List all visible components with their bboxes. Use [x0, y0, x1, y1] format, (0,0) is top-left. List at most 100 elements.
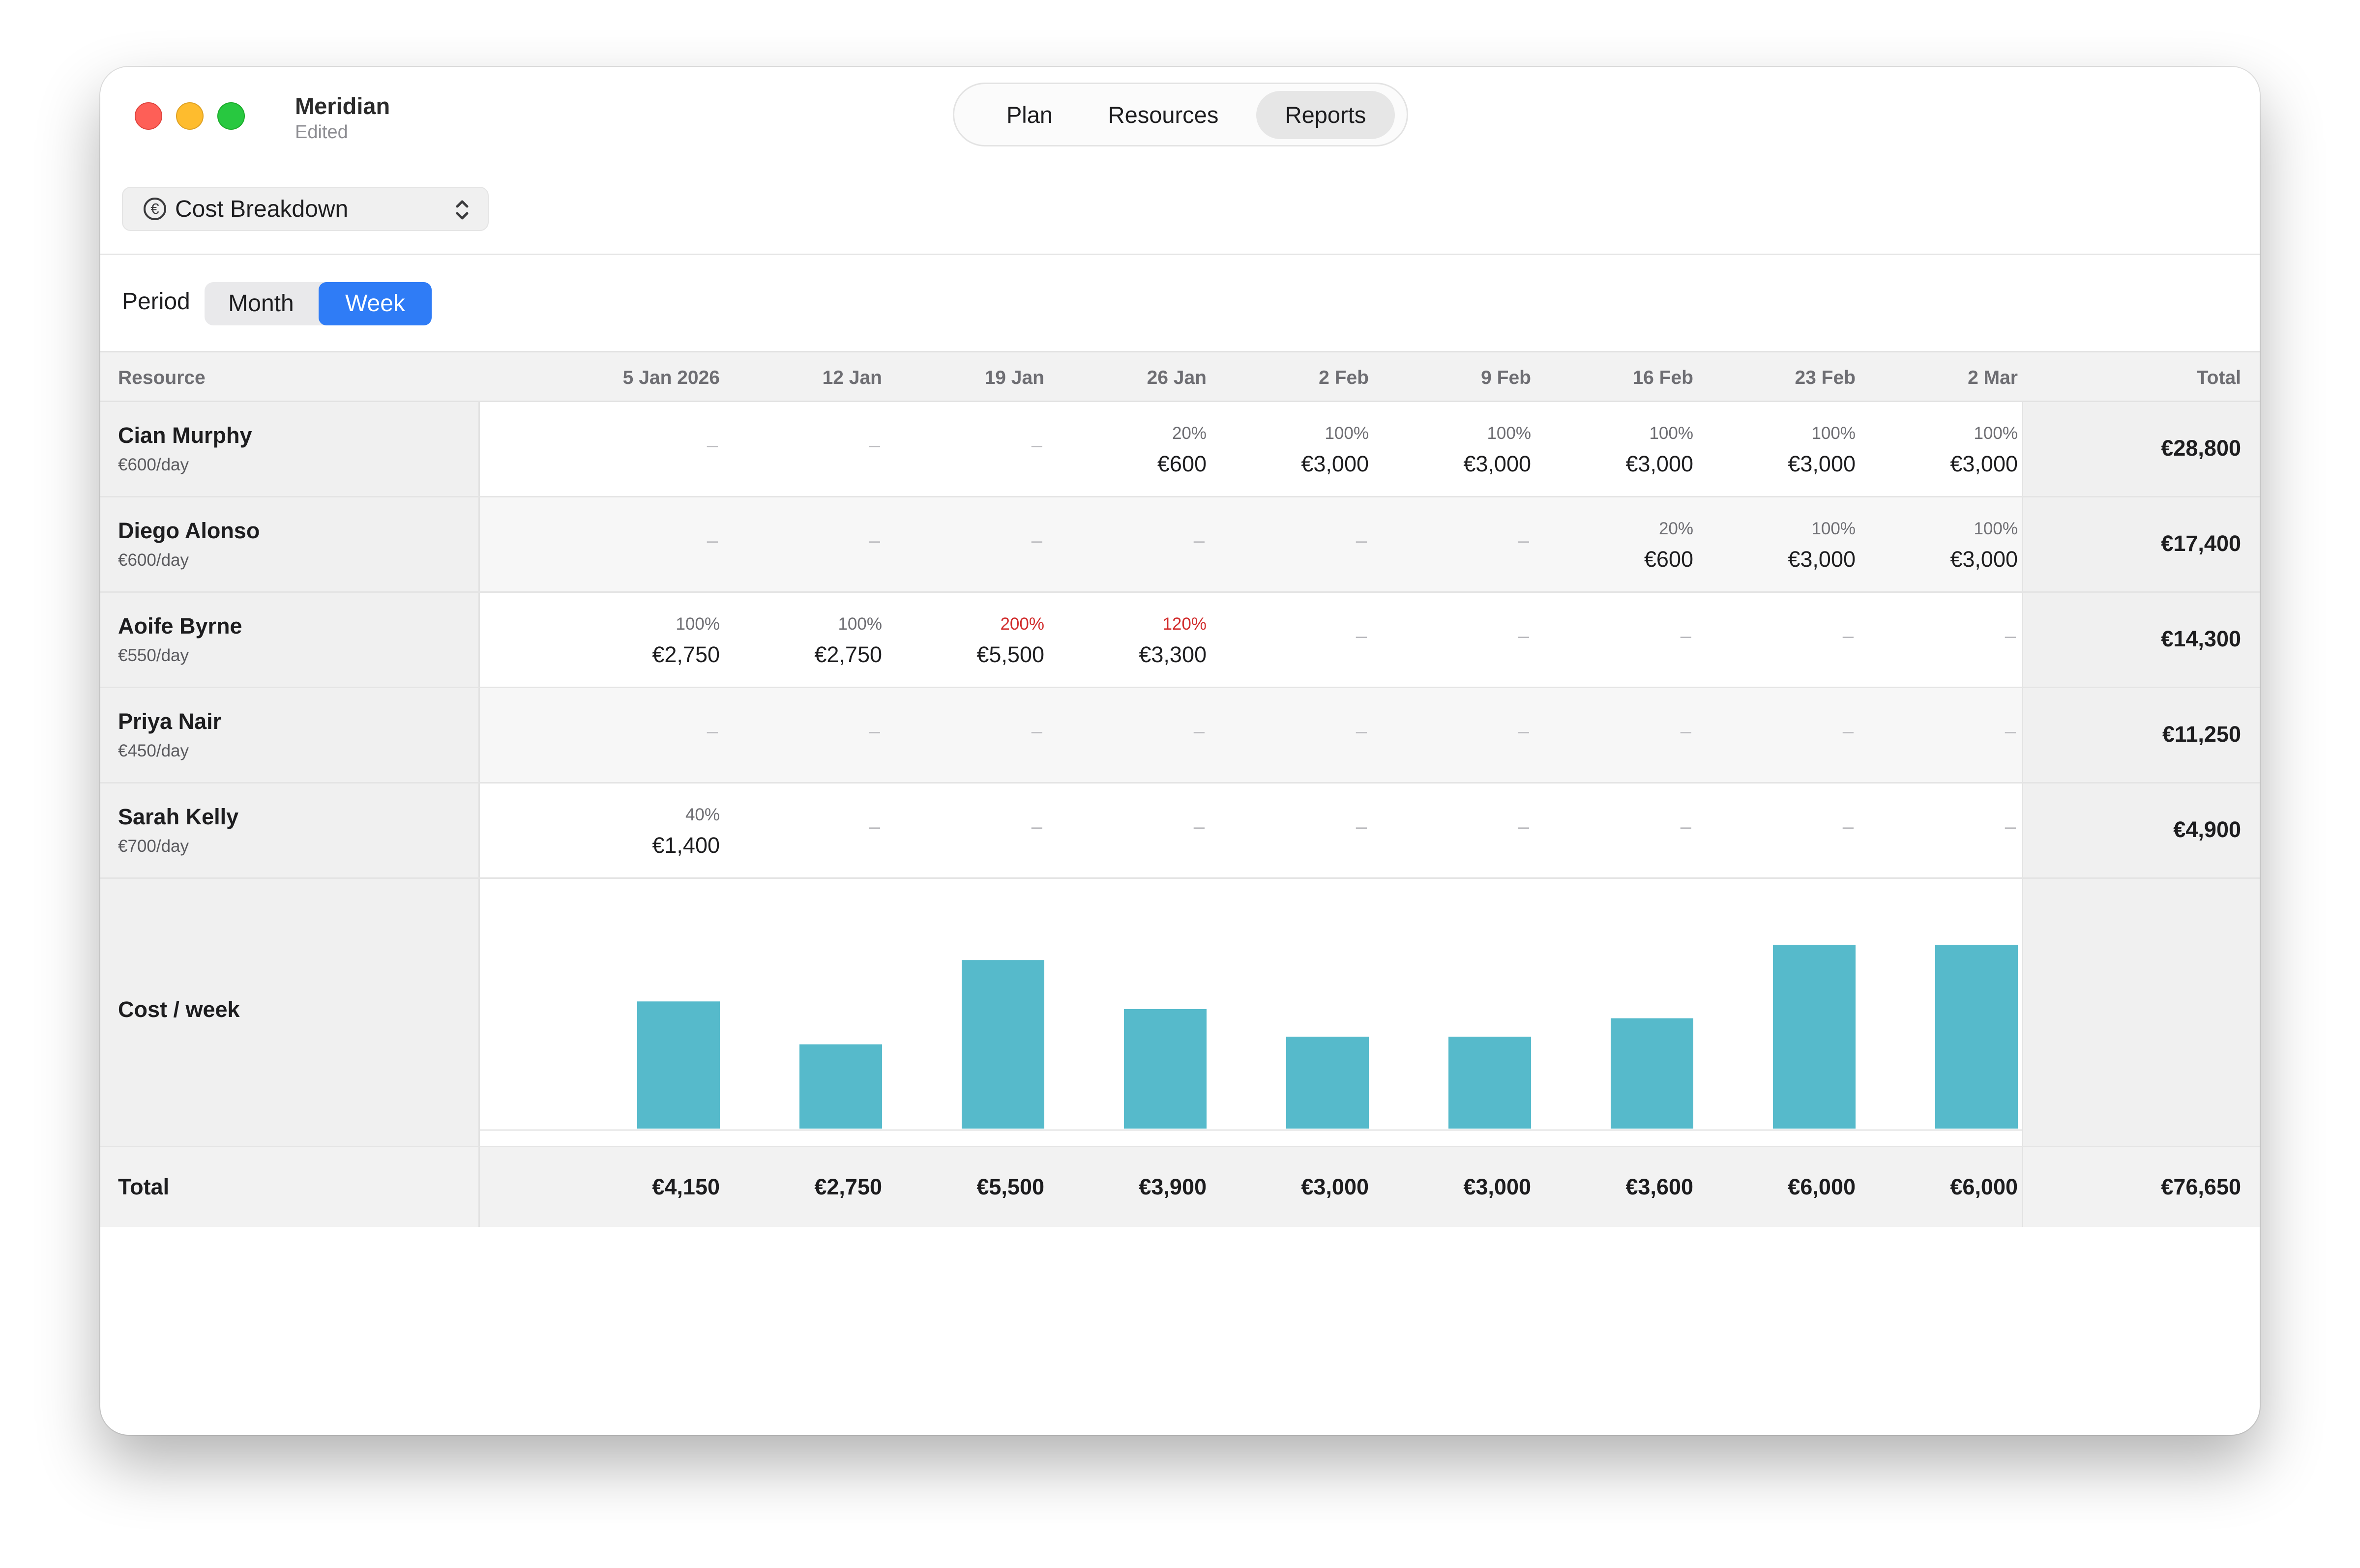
week-cost-cell: –	[897, 784, 1044, 877]
column-header-week: 2 Feb	[1319, 367, 1369, 388]
tab-plan[interactable]: Plan	[1006, 102, 1053, 128]
week-total: €2,750	[814, 1174, 882, 1199]
row-total: €11,250	[2162, 722, 2241, 747]
cost-bar[interactable]	[1124, 1009, 1207, 1129]
empty-marker: –	[869, 435, 880, 456]
cost-bar[interactable]	[1611, 1018, 1693, 1129]
tab-reports[interactable]: Reports	[1256, 91, 1395, 139]
period-week-option[interactable]: Week	[319, 282, 432, 325]
close-window-button[interactable]	[135, 102, 162, 130]
row-total: €28,800	[2161, 436, 2241, 461]
minimize-window-button[interactable]	[176, 102, 204, 130]
week-total-cell: €5,500	[897, 1147, 1044, 1227]
empty-marker: –	[1031, 816, 1042, 838]
table-row[interactable]: Aoife Byrne €550/day €14,300 100% €2,750 100%…	[100, 593, 2260, 688]
empty-marker: –	[1680, 816, 1691, 838]
empty-marker: –	[707, 721, 718, 742]
empty-marker: –	[1193, 721, 1205, 742]
week-cost-cell: –	[735, 497, 882, 591]
table-row[interactable]: Diego Alonso €600/day €17,400 – – – – – – 20% €600…	[100, 497, 2260, 593]
week-cost: €3,000	[1950, 547, 2018, 572]
week-cost-cell: 100% €3,000	[1870, 402, 2018, 496]
week-cost: €3,300	[1139, 642, 1207, 667]
empty-marker: –	[1356, 625, 1367, 647]
empty-marker: –	[1193, 530, 1205, 552]
allocation-percent: 120%	[1162, 614, 1207, 634]
chevron-up-down-icon	[456, 200, 469, 220]
report-type-select[interactable]: € Cost Breakdown	[122, 187, 489, 231]
row-total: €17,400	[2161, 531, 2241, 556]
week-total-cell: €6,000	[1708, 1147, 1856, 1227]
allocation-percent: 100%	[1325, 424, 1369, 443]
allocation-percent: 100%	[1487, 424, 1531, 443]
table-row[interactable]: Sarah Kelly €700/day €4,900 40% €1,400 – – – – – –…	[100, 784, 2260, 879]
period-month-option[interactable]: Month	[228, 290, 294, 317]
week-cost-cell: –	[1059, 784, 1207, 877]
cost-bar[interactable]	[637, 1001, 720, 1129]
empty-marker: –	[1680, 625, 1691, 647]
empty-marker: –	[1518, 530, 1529, 552]
empty-marker: –	[1842, 721, 1854, 742]
week-cost-cell: –	[735, 688, 882, 782]
column-header-week: 12 Jan	[822, 367, 882, 388]
table-row[interactable]: Priya Nair €450/day €11,250 – – – – – – – – –	[100, 688, 2260, 784]
tab-resources[interactable]: Resources	[1108, 102, 1219, 128]
week-cost-cell: –	[1546, 593, 1693, 687]
week-total: €6,000	[1788, 1174, 1856, 1199]
resource-cell: Priya Nair €450/day	[100, 688, 480, 782]
allocation-percent: 100%	[1811, 519, 1856, 538]
cost-bar[interactable]	[1773, 945, 1856, 1129]
allocation-percent: 100%	[676, 614, 720, 634]
row-total-cell: €11,250	[2022, 688, 2260, 782]
week-total-cell: €3,900	[1059, 1147, 1207, 1227]
cost-bar[interactable]	[1935, 945, 2018, 1129]
row-total-cell: €17,400	[2022, 497, 2260, 591]
week-cost-cell: –	[1221, 497, 1369, 591]
week-cost-cell: 100% €2,750	[735, 593, 882, 687]
week-total: €5,500	[976, 1174, 1044, 1199]
week-cost-cell: 20% €600	[1059, 402, 1207, 496]
week-cost-cell: 20% €600	[1546, 497, 1693, 591]
empty-marker: –	[2005, 816, 2016, 838]
week-cost-cell: –	[1870, 593, 2018, 687]
zoom-window-button[interactable]	[217, 102, 245, 130]
empty-marker: –	[1031, 435, 1042, 456]
week-cost-cell: –	[1708, 593, 1856, 687]
week-cost-cell: 100% €2,750	[572, 593, 720, 687]
resource-cell: Cian Murphy €600/day	[100, 402, 480, 496]
period-label: Period	[122, 289, 190, 315]
table-row[interactable]: Cian Murphy €600/day €28,800 – – – 20% €600 100%…	[100, 402, 2260, 497]
table-header-row: Resource Total 5 Jan 2026 12 Jan 19 Jan 26 …	[100, 351, 2260, 402]
week-cost: €600	[1157, 451, 1207, 476]
resource-name: Diego Alonso	[118, 518, 260, 543]
document-title: Meridian	[295, 93, 390, 119]
allocation-percent: 100%	[1811, 424, 1856, 443]
cost-bar[interactable]	[799, 1044, 882, 1129]
week-total-cell: €6,000	[1870, 1147, 2018, 1227]
empty-marker: –	[869, 816, 880, 838]
column-header-total: Total	[2196, 367, 2241, 388]
chart-row-label-cell: Cost / week	[100, 879, 480, 1146]
cost-bar[interactable]	[962, 960, 1044, 1129]
week-cost-cell: 100% €3,000	[1221, 402, 1369, 496]
chart-row-total-cell	[2022, 879, 2260, 1146]
week-cost-cell: 100% €3,000	[1708, 402, 1856, 496]
cost-bar[interactable]	[1286, 1037, 1369, 1129]
week-total-cell: €3,000	[1384, 1147, 1531, 1227]
week-total: €3,000	[1463, 1174, 1531, 1199]
week-cost: €3,000	[1788, 451, 1856, 476]
allocation-percent: 100%	[838, 614, 882, 634]
column-header-resource: Resource	[118, 367, 206, 388]
empty-marker: –	[1842, 816, 1854, 838]
cost-bar[interactable]	[1448, 1037, 1531, 1129]
column-header-week: 16 Feb	[1632, 367, 1693, 388]
period-selector: Month Week	[205, 282, 432, 325]
toolbar: Meridian Edited Plan Resources Reports €…	[100, 67, 2260, 255]
empty-marker: –	[1031, 530, 1042, 552]
empty-marker: –	[869, 530, 880, 552]
totals-label-cell: Total	[100, 1147, 480, 1227]
week-cost-cell: –	[1546, 688, 1693, 782]
resource-rate: €700/day	[118, 837, 189, 856]
empty-marker: –	[1031, 721, 1042, 742]
week-total-cell: €3,000	[1221, 1147, 1369, 1227]
